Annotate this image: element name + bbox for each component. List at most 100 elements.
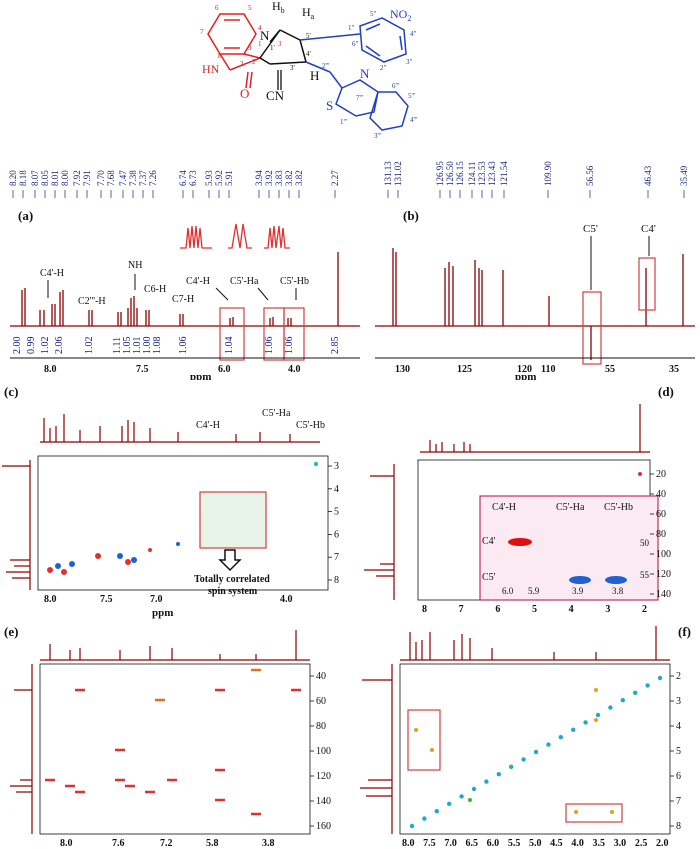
num-3: 3: [278, 40, 282, 48]
b-shift-label: 131.13: [383, 161, 393, 186]
noesy-cross-peak: [594, 688, 598, 692]
noesy-cross-peak: [468, 798, 472, 802]
e-xtick-0: 8.0: [60, 838, 73, 849]
panel-d-x-ticks: 8 7 6 5 4 3 2: [422, 604, 647, 615]
y-tick-label: 40: [316, 671, 326, 682]
x-tick-label: 4.0: [571, 838, 584, 849]
panel-c-plot-area: [37, 455, 329, 591]
noesy-diagonal-peak: [447, 801, 452, 806]
b-shift-label: 46.43: [643, 165, 653, 186]
noesy-diagonal-peak: [509, 764, 514, 769]
panel-f-cross-peaks: [409, 675, 663, 829]
o-label: O: [240, 86, 249, 101]
y-tick-label: 7: [676, 796, 681, 807]
nh-label: HN: [202, 62, 220, 76]
noesy-diagonal-peak: [657, 675, 663, 681]
x-tick-label: 7: [459, 604, 464, 615]
a-tick-0: 8.0: [44, 364, 57, 375]
d-inset-c4: C4': [482, 536, 496, 547]
a-shift-label: 7.92: [72, 170, 82, 186]
a-shift-label: 2.27: [330, 170, 340, 186]
a-shift-label: 3.94: [254, 170, 264, 186]
a-shift-label: 3.83: [274, 170, 284, 186]
x-tick-label: 6: [495, 604, 500, 615]
a-integral: 2.85: [330, 337, 341, 355]
panel-a-boxes: [219, 307, 305, 361]
noesy-diagonal-peak: [422, 816, 427, 821]
c-note-1: Totally correlated: [194, 574, 270, 585]
a-integral: 1.02: [84, 337, 95, 355]
noesy-diagonal-peak: [608, 705, 613, 710]
panel-c-label: (c): [4, 384, 18, 399]
panel-a-1h-spectrum: (a) 8.20 8.18 8.07 8.05 8.01 8.00 7.92 7.91 7.70…: [8, 170, 360, 380]
panel-a-xlabel: ppm: [190, 371, 211, 380]
num-8: 8: [218, 52, 222, 60]
d-inset-xtick-0: 6.0: [502, 586, 514, 596]
a-shift-label: 7.26: [148, 170, 158, 186]
panel-b-13c-spectrum: (b) 131.13 131.02 126.95 126.50 126.15 124.11…: [375, 161, 695, 380]
a-tick-3: 4.0: [288, 364, 301, 375]
panel-f-top-projection: [400, 626, 670, 661]
noesy-diagonal-peak: [583, 720, 588, 725]
noesy-cross-peak: [414, 728, 418, 732]
panel-c-cross-peaks: [47, 462, 318, 575]
b-tick-0: 130: [395, 364, 410, 375]
panel-a-integrals: 2.00 0.99 1.02 2.06 1.02 1.11 1.05 1.01 1.00 1.08…: [12, 337, 341, 355]
panel-d-label: (d): [658, 384, 674, 399]
a-shift-label: 6.73: [188, 170, 198, 186]
panel-b-spectrum: [375, 248, 695, 360]
num-7: 7: [200, 28, 204, 36]
chemical-structure: Hb Ha N HN O CN H NO2 S N 6 7 5 4 8 9 1'…: [200, 0, 418, 140]
y-tick-label: 120: [316, 771, 331, 782]
y-tick-label: 8: [676, 821, 681, 832]
panel-f-x-ticks: 8.0 7.5 7.0 6.5 6.0 5.5 5.0 4.5 4.0 3.5 3.0 2.5 2.0: [402, 838, 669, 849]
a-shift-label: 3.92: [264, 170, 274, 186]
panel-a-label: (a): [18, 208, 33, 223]
num-2p: 2': [252, 58, 257, 66]
num-6ppp: 6'": [392, 82, 400, 90]
label-c4ph: C4'-H: [186, 276, 210, 287]
d-inset-c5: C5': [482, 572, 496, 583]
label-c4h: C4'-H: [40, 268, 64, 279]
a-tick-2: 6.0: [218, 364, 231, 375]
y-tick-label: 5: [334, 507, 339, 518]
hb-label: Ha: [302, 5, 315, 21]
c-label-c4h: C4'-H: [196, 420, 220, 431]
a-shift-label: 3.82: [284, 170, 294, 186]
x-tick-label: 7.5: [423, 838, 436, 849]
noesy-diagonal-peak: [409, 823, 415, 829]
panel-e-plot-area: [39, 663, 311, 835]
x-tick-label: 4: [569, 604, 574, 615]
b-shift-label: 109.90: [543, 161, 553, 186]
x-tick-label: 5.5: [508, 838, 521, 849]
x-tick-label: 6.5: [466, 838, 479, 849]
panel-d-inset: [479, 495, 659, 601]
num-7ppp: 7'": [356, 94, 364, 102]
cn-label: CN: [266, 88, 285, 103]
d-inset-xtick-3: 3.8: [612, 586, 624, 596]
panel-f-boxes: [407, 709, 623, 823]
num-5p: 5': [306, 32, 311, 40]
panel-f-left-projection: [360, 664, 393, 834]
x-tick-label: 4.5: [550, 838, 563, 849]
panel-c-y-ticks: 3 4 5 6 7 8: [328, 461, 339, 586]
num-2pp: 2": [380, 64, 387, 72]
b-shift-label: 126.95: [435, 161, 445, 186]
a-shift-label: 7.47: [118, 170, 128, 186]
panel-c-spin-system-box: [199, 491, 267, 549]
a-integral: 0.99: [26, 337, 37, 355]
n-thiazole-label: N: [360, 66, 370, 81]
noesy-diagonal-peak: [595, 712, 601, 718]
panel-d-left-projection: [364, 464, 395, 600]
a-shift-label: 3.82: [294, 170, 304, 186]
x-tick-label: 3.0: [614, 838, 627, 849]
c-label-c5ha: C5'-Ha: [262, 408, 291, 419]
panel-c-left-projection: [2, 460, 31, 590]
a-shift-label: 5.92: [214, 170, 224, 186]
panel-a-expansions: [180, 223, 290, 249]
panel-d-top-projection: [420, 404, 650, 453]
label-c7h: C7-H: [172, 294, 194, 305]
noesy-diagonal-peak: [645, 683, 650, 688]
num-5: 5: [248, 4, 252, 12]
x-tick-label: 8.0: [402, 838, 415, 849]
